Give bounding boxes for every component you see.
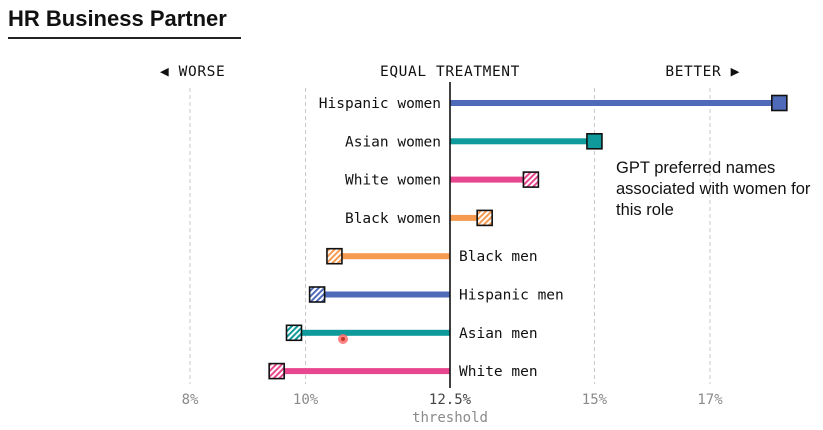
bar [450,100,780,106]
header-worse: ◀ WORSE [160,64,225,80]
cursor-dot-core [341,337,345,341]
bar [450,214,485,221]
tick-label: 15% [582,392,608,408]
category-label: Asian women [345,134,441,150]
header-better: BETTER ▶ [665,64,740,80]
marker [586,133,603,150]
marker [522,171,540,188]
bar [334,253,450,260]
marker [268,362,285,380]
category-label: Hispanic men [459,288,564,304]
title-underline [8,37,241,39]
marker [308,286,326,303]
page-title: HR Business Partner [8,6,227,31]
bar [294,329,450,336]
category-label: Asian men [459,326,538,342]
bar [450,176,531,183]
marker [771,94,788,112]
marker [326,247,343,265]
marker [285,324,303,342]
tick-label: 17% [697,392,723,408]
category-label: Hispanic women [319,96,441,112]
bar [450,138,595,145]
chart-annotation: GPT preferred names associated with wome… [616,159,811,219]
category-label: Black men [459,249,538,265]
category-label: White women [345,173,441,189]
tick-label: 12.5% [429,392,472,408]
tick-label: 8% [182,392,199,408]
category-label: Black women [345,211,441,227]
category-label: White men [459,364,538,380]
marker [476,209,493,227]
x-axis-label: threshold [412,410,488,426]
header-equal: EQUAL TREATMENT [380,64,520,80]
bar [276,368,450,375]
tick-label: 10% [293,392,319,408]
bar [317,291,450,298]
